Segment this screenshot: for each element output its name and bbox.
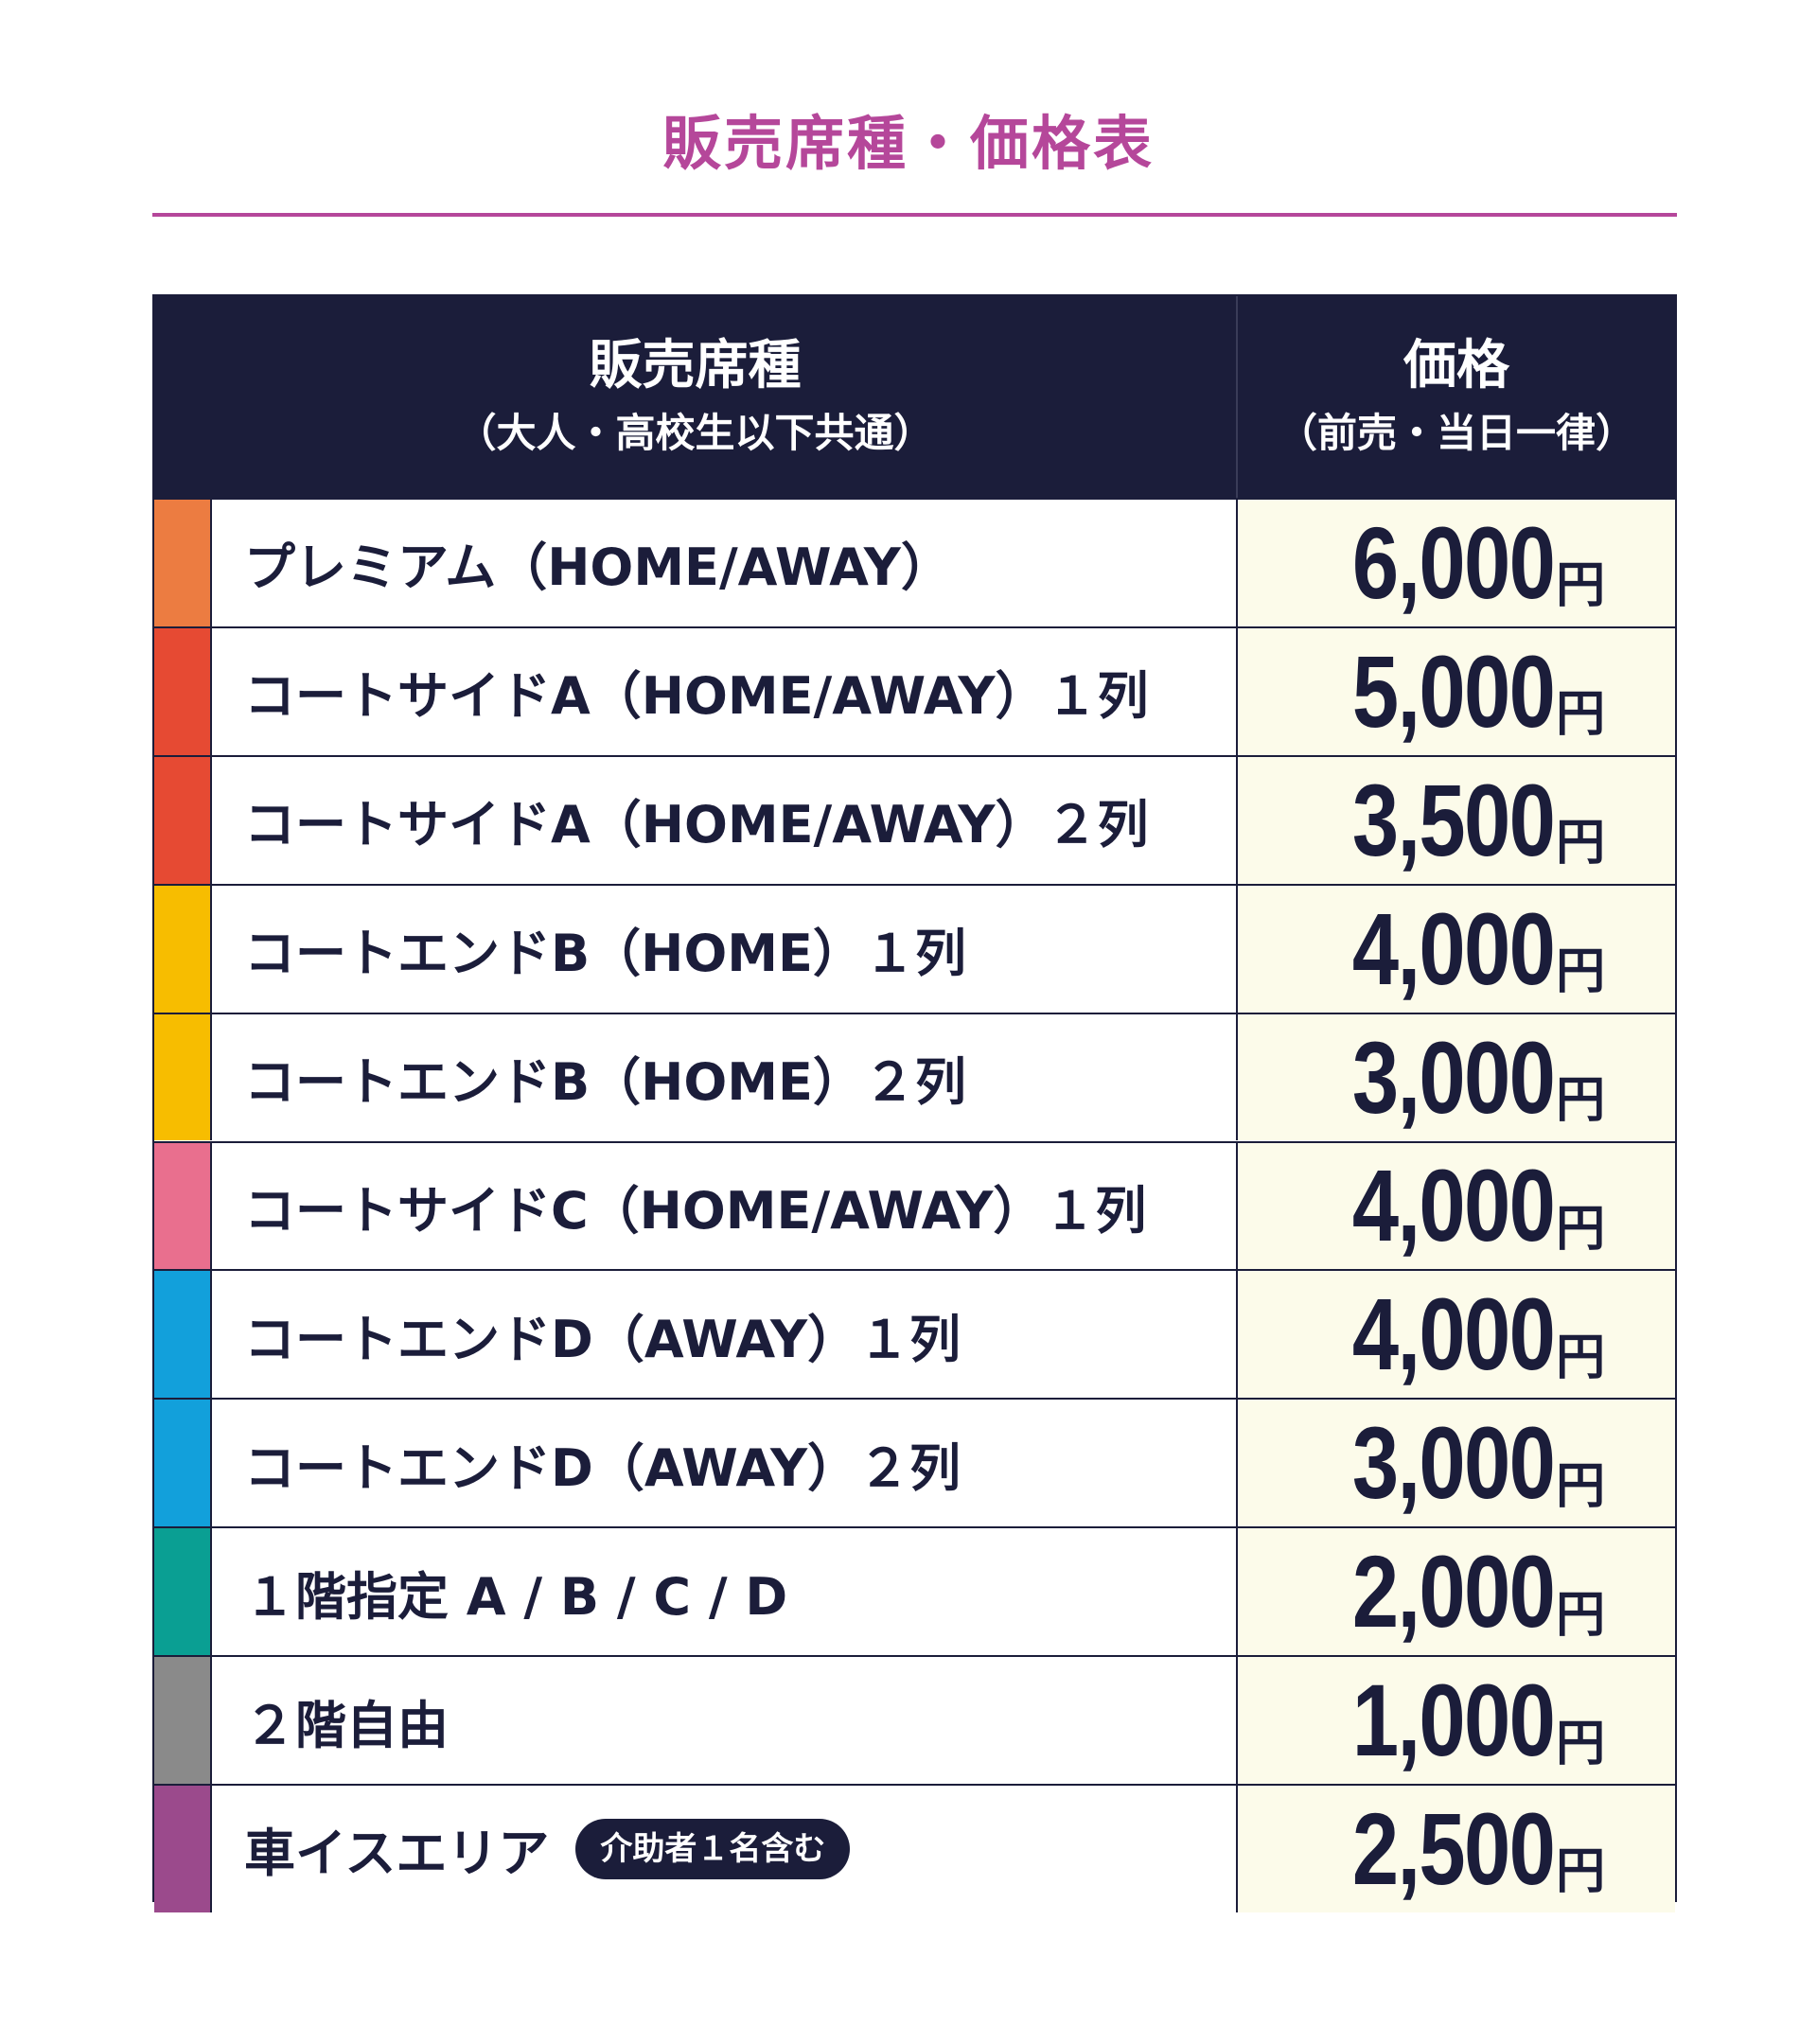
row-color-swatch	[154, 500, 210, 626]
row-color-swatch	[154, 756, 210, 884]
seat-type-cell: コートサイドA（HOME/AWAY）２列	[210, 756, 1236, 884]
header-seat-sub: （大人・高校生以下共通）	[456, 409, 934, 456]
price-amount: 4,000	[1351, 1148, 1556, 1263]
seat-type-label: ２階自由	[244, 1695, 449, 1755]
row-color-swatch	[154, 1271, 210, 1399]
table-row: コートエンドD（AWAY）１列 4,000 円	[154, 1269, 1675, 1399]
seat-type-cell: プレミアム（HOME/AWAY）	[210, 500, 1236, 626]
table-header: 販売席種 （大人・高校生以下共通） 価格 （前売・当日一律）	[154, 296, 1675, 498]
price-unit: 円	[1556, 1072, 1606, 1130]
seat-type-label: コートエンドD（AWAY）１列	[244, 1309, 961, 1369]
table-row: プレミアム（HOME/AWAY） 6,000 円	[154, 498, 1675, 626]
header-seat-label: 販売席種	[589, 334, 802, 396]
price-cell: 3,000 円	[1236, 1013, 1675, 1141]
seat-type-cell: コートエンドD（AWAY）１列	[210, 1271, 1236, 1399]
price-amount: 1,000	[1351, 1663, 1556, 1778]
row-color-swatch	[154, 1786, 210, 1912]
table-row: ２階自由 1,000 円	[154, 1655, 1675, 1784]
price-amount: 3,000	[1351, 1019, 1556, 1135]
price-unit: 円	[1556, 686, 1606, 744]
row-color-swatch	[154, 1657, 210, 1784]
price-unit: 円	[1556, 943, 1606, 1001]
price-cell: 5,000 円	[1236, 627, 1675, 755]
price-amount: 3,000	[1351, 1405, 1556, 1521]
price-unit: 円	[1556, 815, 1606, 872]
row-color-swatch	[154, 1528, 210, 1656]
table-row: 車イスエリア 介助者１名含む 2,500 円	[154, 1784, 1675, 1912]
seat-type-label: １階指定 A / B / C / D	[244, 1566, 788, 1627]
seat-type-cell: ２階自由	[210, 1657, 1236, 1784]
price-amount: 5,000	[1351, 633, 1556, 749]
seat-type-cell: コートエンドB（HOME）２列	[210, 1013, 1236, 1141]
row-color-swatch	[154, 1400, 210, 1527]
price-cell: 2,000 円	[1236, 1528, 1675, 1656]
header-seat-type: 販売席種 （大人・高校生以下共通）	[154, 296, 1236, 498]
seat-type-label: コートエンドD（AWAY）２列	[244, 1437, 961, 1498]
price-cell: 4,000 円	[1236, 885, 1675, 1013]
table-row: コートエンドD（AWAY）２列 3,000 円	[154, 1398, 1675, 1527]
price-unit: 円	[1556, 1843, 1606, 1901]
table-row: １階指定 A / B / C / D 2,000 円	[154, 1526, 1675, 1656]
header-price-sub: （前売・当日一律）	[1277, 409, 1635, 456]
price-amount: 4,000	[1351, 1277, 1556, 1392]
price-cell: 3,000 円	[1236, 1400, 1675, 1527]
row-color-swatch	[154, 1013, 210, 1141]
table-row: コートサイドC（HOME/AWAY）１列 4,000 円	[154, 1140, 1675, 1270]
price-cell: 4,000 円	[1236, 1142, 1675, 1270]
row-color-swatch	[154, 1142, 210, 1270]
price-unit: 円	[1556, 557, 1606, 615]
table-row: コートサイドA（HOME/AWAY）２列 3,500 円	[154, 754, 1675, 884]
price-cell: 3,500 円	[1236, 756, 1675, 884]
table-row: コートエンドB（HOME）１列 4,000 円	[154, 883, 1675, 1013]
seat-type-label: コートエンドB（HOME）２列	[244, 1052, 966, 1113]
seat-type-label: コートエンドB（HOME）１列	[244, 924, 966, 984]
seat-type-cell: 車イスエリア 介助者１名含む	[210, 1786, 1236, 1912]
price-unit: 円	[1556, 1586, 1606, 1644]
caregiver-badge: 介助者１名含む	[575, 1818, 851, 1879]
seat-type-cell: コートサイドA（HOME/AWAY）１列	[210, 627, 1236, 755]
price-amount: 2,500	[1351, 1790, 1556, 1906]
seat-type-cell: コートエンドB（HOME）１列	[210, 885, 1236, 1013]
price-amount: 4,000	[1351, 890, 1556, 1006]
page-title: 販売席種・価格表	[662, 109, 1155, 178]
price-amount: 6,000	[1351, 504, 1556, 620]
seat-type-cell: １階指定 A / B / C / D	[210, 1528, 1236, 1656]
seat-type-label: コートサイドA（HOME/AWAY）２列	[244, 795, 1149, 855]
header-price: 価格 （前売・当日一律）	[1236, 296, 1675, 498]
seat-type-label: コートサイドC（HOME/AWAY）１列	[244, 1180, 1147, 1241]
price-cell: 6,000 円	[1236, 500, 1675, 626]
price-cell: 1,000 円	[1236, 1657, 1675, 1784]
price-cell: 2,500 円	[1236, 1786, 1675, 1912]
price-unit: 円	[1556, 1715, 1606, 1772]
seat-type-label: プレミアム（HOME/AWAY）	[244, 537, 952, 598]
price-amount: 2,000	[1351, 1534, 1556, 1649]
seat-type-cell: コートエンドD（AWAY）２列	[210, 1400, 1236, 1527]
price-unit: 円	[1556, 1457, 1606, 1515]
title-divider	[152, 213, 1677, 217]
seat-type-cell: コートサイドC（HOME/AWAY）１列	[210, 1142, 1236, 1270]
table-row: コートエンドB（HOME）２列 3,000 円	[154, 1012, 1675, 1141]
price-cell: 4,000 円	[1236, 1271, 1675, 1399]
price-unit: 円	[1556, 1329, 1606, 1386]
header-price-label: 価格	[1403, 334, 1509, 396]
price-table: 販売席種 （大人・高校生以下共通） 価格 （前売・当日一律） プレミアム（HOM…	[152, 294, 1677, 1912]
price-amount: 3,500	[1351, 762, 1556, 877]
row-color-swatch	[154, 627, 210, 755]
seat-type-label: コートサイドA（HOME/AWAY）１列	[244, 666, 1149, 727]
seat-type-label: 車イスエリア	[244, 1824, 550, 1884]
price-unit: 円	[1556, 1200, 1606, 1258]
row-color-swatch	[154, 885, 210, 1013]
table-row: コートサイドA（HOME/AWAY）１列 5,000 円	[154, 626, 1675, 755]
